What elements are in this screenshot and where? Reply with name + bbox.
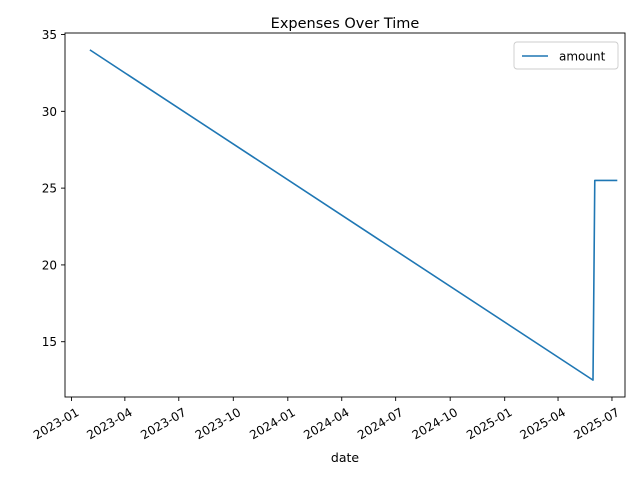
legend-entries: amount bbox=[522, 50, 606, 64]
y-tick-label: 25 bbox=[42, 182, 57, 196]
y-tick-label: 20 bbox=[42, 258, 57, 272]
legend-box bbox=[513, 41, 619, 70]
y-tick-label: 35 bbox=[42, 28, 57, 42]
series-line-amount bbox=[89, 49, 618, 381]
y-tick-label: 15 bbox=[42, 335, 57, 349]
series-layer bbox=[89, 49, 618, 381]
chart-title: Expenses Over Time bbox=[271, 16, 420, 32]
x-axis-label: date bbox=[331, 450, 359, 465]
legend: amount bbox=[513, 41, 619, 70]
legend-label: amount bbox=[559, 50, 606, 64]
axes-frame bbox=[64, 32, 626, 398]
y-tick-label: 30 bbox=[42, 105, 57, 119]
y-axis-ticks: 15 20 25 30 35 bbox=[42, 28, 65, 349]
